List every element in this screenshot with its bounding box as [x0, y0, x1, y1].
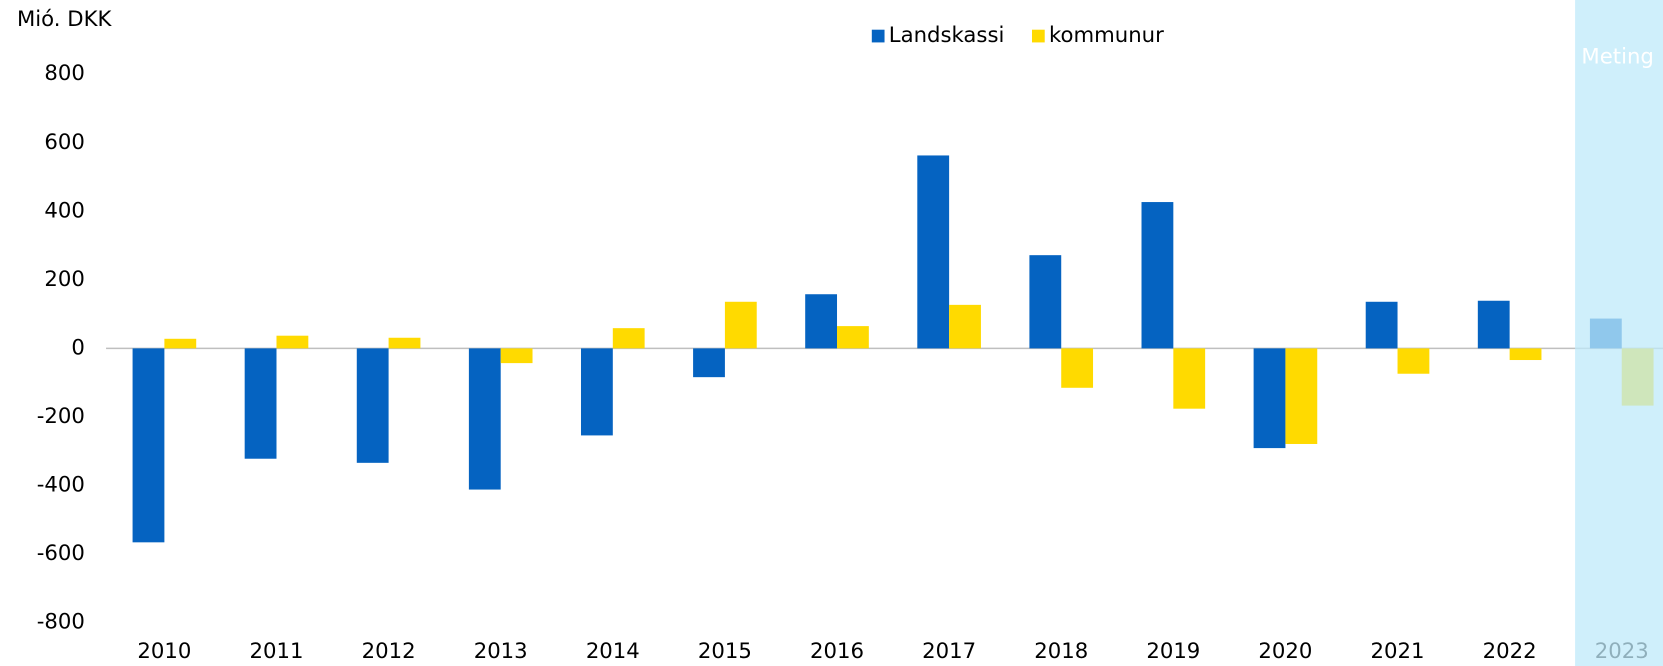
forecast-band: [1575, 0, 1663, 666]
bar: [1253, 348, 1286, 449]
x-tick-label: 2022: [1483, 639, 1537, 664]
bar: [580, 348, 613, 436]
bar: [1173, 348, 1206, 409]
x-tick-label: 2018: [1034, 639, 1088, 664]
x-tick-label: 2020: [1258, 639, 1312, 664]
bar: [468, 348, 501, 490]
x-tick-label: 2013: [474, 639, 528, 664]
bar: [164, 338, 197, 349]
y-tick-label: 200: [44, 267, 84, 292]
bar: [276, 335, 309, 349]
bar: [1061, 348, 1094, 388]
x-tick-label: 2011: [250, 639, 304, 664]
bar: [244, 348, 277, 459]
legend-label: kommunur: [1049, 23, 1164, 48]
y-axis-label: Mió. DKK: [17, 7, 112, 32]
bar: [132, 348, 165, 543]
legend-swatch: [871, 29, 885, 43]
bar: [693, 348, 725, 378]
x-tick-label: 2015: [698, 639, 752, 664]
y-tick-label: -800: [37, 610, 85, 635]
bar: [1141, 202, 1174, 349]
y-tick-label: 0: [71, 335, 85, 360]
x-tick-label: 2010: [137, 639, 191, 664]
y-tick-label: -200: [37, 404, 85, 429]
bar: [1365, 301, 1398, 349]
bar: [837, 326, 869, 349]
bar: [724, 301, 757, 349]
bar: [356, 348, 389, 463]
x-tick-label: 2014: [586, 639, 640, 664]
bar: [612, 328, 645, 349]
bar: [805, 294, 838, 349]
x-tick-label: 2016: [810, 639, 864, 664]
bar: [1285, 348, 1318, 444]
bar: [1477, 300, 1510, 349]
legend-label: Landskassi: [889, 23, 1005, 48]
bar: [1509, 348, 1542, 361]
bar: [1397, 348, 1430, 374]
y-tick-label: -600: [37, 541, 85, 566]
x-tick-label: 2012: [362, 639, 416, 664]
x-tick-label: 2017: [922, 639, 976, 664]
forecast-label: Meting: [1581, 44, 1653, 69]
bar: [949, 304, 981, 349]
legend-swatch: [1031, 29, 1045, 43]
bar: [917, 155, 950, 349]
x-tick-label: 2019: [1146, 639, 1200, 664]
bar: [388, 337, 421, 349]
y-tick-label: 800: [44, 61, 84, 86]
bar: [1029, 255, 1062, 349]
y-tick-label: 600: [44, 130, 84, 155]
x-tick-label: 2021: [1371, 639, 1425, 664]
y-tick-label: -400: [37, 472, 85, 497]
bar: [500, 348, 533, 364]
y-tick-label: 400: [44, 198, 84, 223]
